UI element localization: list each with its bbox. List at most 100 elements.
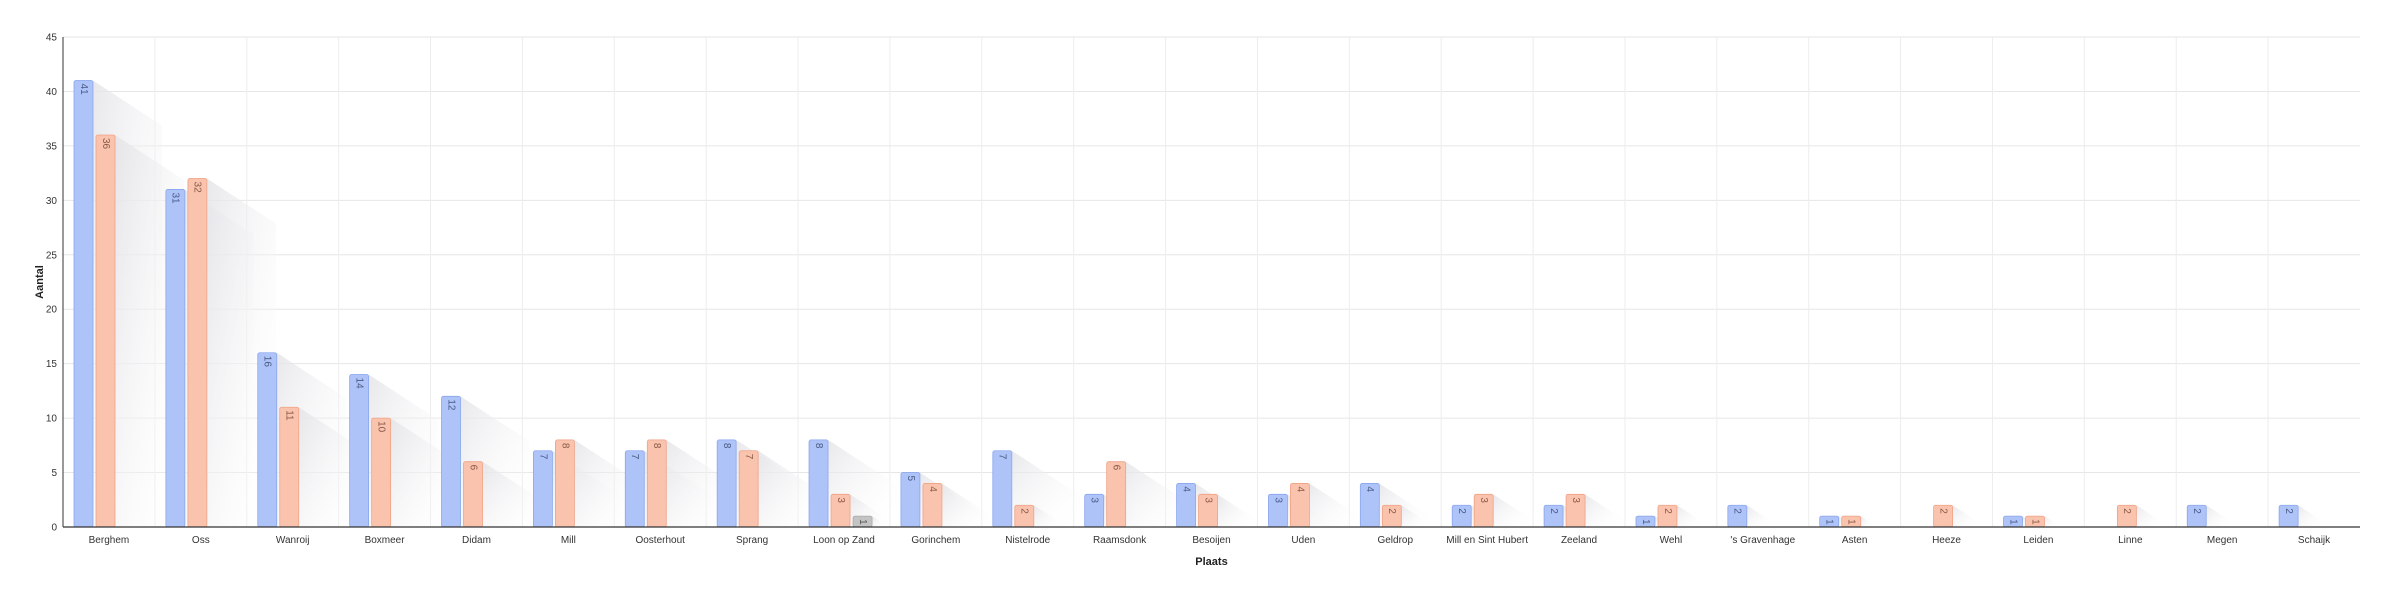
- x-tick-label: Uden: [1291, 535, 1315, 546]
- bar: [624, 450, 645, 528]
- data-label: 3: [1202, 497, 1213, 503]
- data-label: 2: [1019, 508, 1030, 514]
- bar-shadow: [1585, 494, 1623, 527]
- data-label: 1: [1846, 519, 1857, 525]
- bar-shadow: [1033, 505, 1059, 527]
- bar-shadow: [1493, 494, 1531, 527]
- y-tick-label: 30: [46, 196, 58, 207]
- y-tick-label: 0: [51, 523, 57, 534]
- data-label: 16: [262, 356, 273, 368]
- data-label: 8: [813, 443, 824, 449]
- data-label: 2: [1662, 508, 1673, 514]
- data-label: 2: [2121, 508, 2132, 514]
- y-tick-label: 20: [46, 305, 58, 316]
- x-tick-label: Geldrop: [1377, 535, 1413, 546]
- data-label: 7: [629, 454, 640, 460]
- y-tick-label: 15: [46, 359, 58, 370]
- data-label: 8: [559, 443, 570, 449]
- data-label: 1: [2029, 519, 2040, 525]
- bar-shadow: [2298, 505, 2324, 527]
- bar-shadow: [2136, 505, 2162, 527]
- data-label: 32: [192, 182, 203, 194]
- y-tick-label: 10: [46, 414, 58, 425]
- bar-shadow: [1676, 505, 1703, 527]
- bar: [1106, 461, 1127, 528]
- x-axis-title: Plaats: [1195, 556, 1227, 568]
- x-tick-label: Heeze: [1932, 535, 1961, 546]
- data-label: 7: [743, 454, 754, 460]
- y-tick-label: 5: [51, 468, 57, 479]
- x-tick-label: Oss: [192, 535, 210, 546]
- data-label: 36: [100, 138, 111, 150]
- data-label: 2: [2283, 508, 2294, 514]
- x-tick-label: Leiden: [2023, 535, 2053, 546]
- data-label: 8: [651, 443, 662, 449]
- x-tick-label: Gorinchem: [911, 535, 960, 546]
- data-label: 31: [170, 192, 181, 204]
- bar-shadow: [1746, 505, 1772, 527]
- bar-shadow: [1401, 505, 1427, 527]
- bar: [349, 374, 370, 528]
- bar-shadow: [2206, 505, 2232, 527]
- data-label: 11: [284, 410, 295, 421]
- data-label: 4: [1364, 486, 1375, 492]
- x-tick-labels: Berghem Oss Wanroij Boxmeer Didam Mill Oosterh…: [89, 535, 2332, 546]
- data-label: 3: [1272, 497, 1283, 503]
- x-tick-label: Oosterhout: [635, 535, 685, 546]
- data-label: 8: [721, 443, 732, 449]
- bar: [716, 439, 737, 528]
- data-label: 2: [1937, 508, 1948, 514]
- bar-shadow: [1217, 494, 1256, 527]
- y-tick-label: 45: [46, 33, 58, 44]
- y-axis-title: Aantal: [34, 265, 46, 299]
- data-label: 7: [537, 454, 548, 460]
- data-label: 2: [2191, 508, 2202, 514]
- data-label: 2: [1548, 508, 1559, 514]
- bar-shadow: [1860, 516, 1874, 527]
- x-tick-label: Mill en Sint Hubert: [1446, 535, 1528, 546]
- bar-shadow: [872, 516, 885, 527]
- x-tick-label: Schaijk: [2298, 535, 2331, 546]
- x-tick-label: Raamsdonk: [1093, 535, 1147, 546]
- bar: [808, 439, 829, 528]
- x-tick-label: Megen: [2207, 535, 2238, 546]
- data-label: 7: [997, 454, 1008, 460]
- data-label: 6: [467, 465, 478, 471]
- x-tick-label: 's Gravenhage: [1730, 535, 1795, 546]
- data-label: 4: [1294, 486, 1305, 492]
- data-label: 1: [1640, 519, 1651, 525]
- bar: [165, 189, 186, 528]
- x-tick-label: Linne: [2118, 535, 2143, 546]
- bar: [992, 450, 1013, 528]
- bar-shadow: [1952, 505, 1978, 527]
- data-label: 2: [1732, 508, 1743, 514]
- data-label: 4: [1180, 486, 1191, 492]
- data-label: 12: [445, 399, 456, 411]
- x-tick-label: Asten: [1842, 535, 1868, 546]
- data-label: 3: [1089, 497, 1100, 503]
- axes: [62, 37, 2360, 528]
- bar: [555, 439, 575, 528]
- bar: [441, 395, 461, 528]
- x-tick-label: Zeeland: [1561, 535, 1597, 546]
- bar: [371, 417, 392, 528]
- bar-shadows: [93, 80, 2324, 528]
- bar-shadow: [2044, 516, 2058, 527]
- x-tick-label: Nistelrode: [1005, 535, 1050, 546]
- bar-shadow: [941, 483, 993, 527]
- data-label: 1: [857, 519, 868, 525]
- bar-shadow: [1309, 483, 1360, 527]
- x-tick-label: Loon op Zand: [813, 535, 875, 546]
- data-label: 2: [1456, 508, 1467, 514]
- bar: [279, 406, 300, 528]
- x-tick-label: Wehl: [1660, 535, 1683, 546]
- bar: [738, 450, 759, 528]
- bar: [73, 80, 94, 528]
- data-label: 1: [2007, 519, 2018, 525]
- data-label: 14: [353, 378, 364, 390]
- bar: [646, 439, 667, 528]
- x-tick-label: Sprang: [736, 535, 768, 546]
